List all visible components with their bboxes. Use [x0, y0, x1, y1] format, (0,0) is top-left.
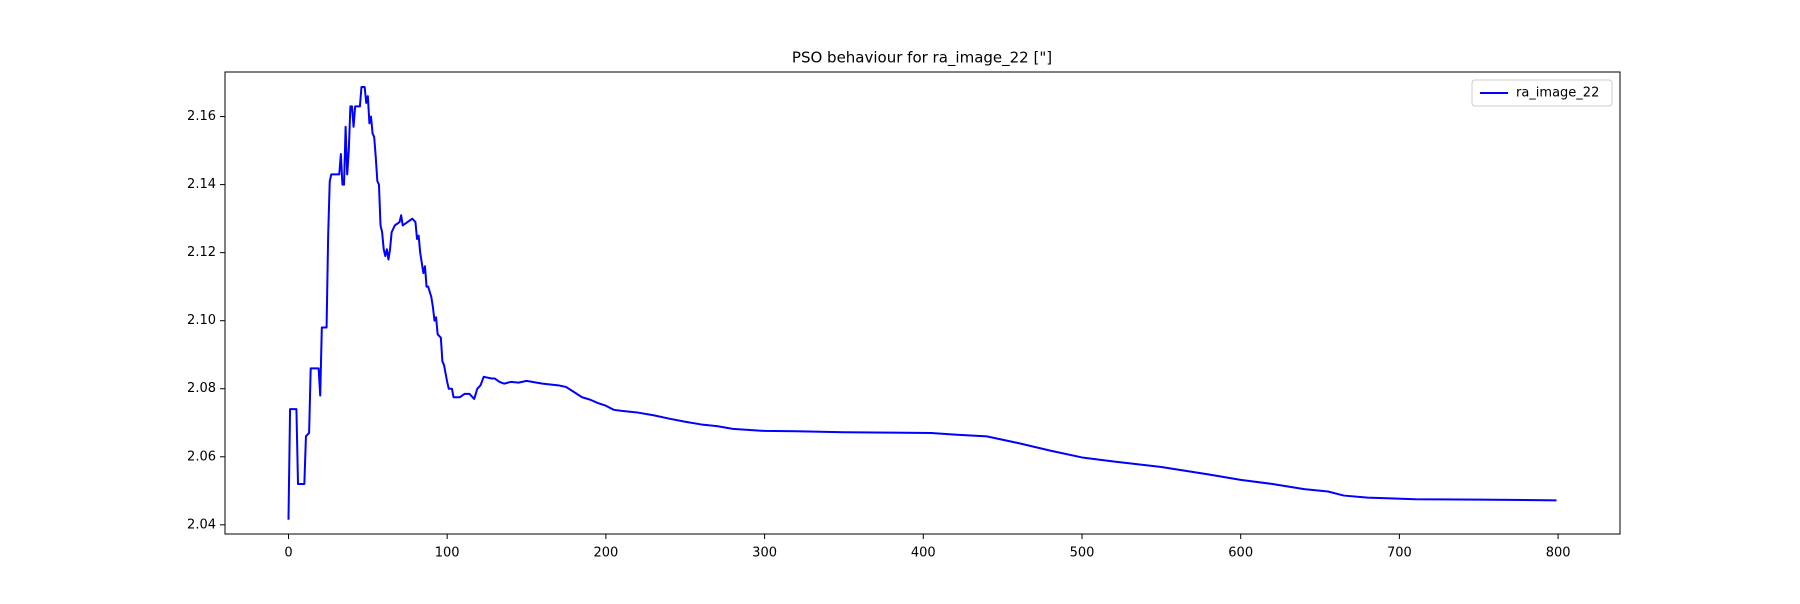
y-tick-label: 2.12	[187, 245, 216, 260]
x-tick-label: 700	[1387, 546, 1412, 561]
y-tick-label: 2.10	[187, 313, 216, 328]
x-tick-label: 500	[1070, 546, 1095, 561]
y-tick-label: 2.04	[187, 517, 216, 532]
legend-label: ra_image_22	[1516, 86, 1599, 101]
y-tick-label: 2.08	[187, 381, 216, 396]
x-tick-label: 0	[284, 546, 292, 561]
x-tick-label: 200	[593, 546, 618, 561]
x-tick-label: 300	[752, 546, 777, 561]
x-tick-label: 600	[1228, 546, 1253, 561]
plot-frame	[224, 71, 1621, 535]
x-tick-label: 400	[911, 546, 936, 561]
data-line	[287, 85, 1557, 520]
y-tick-label: 2.16	[187, 109, 216, 124]
legend-box	[1471, 79, 1613, 107]
x-tick-label: 800	[1546, 546, 1571, 561]
chart-title: PSO behaviour for ra_image_22 ["]	[792, 49, 1052, 68]
x-tick-label: 100	[435, 546, 460, 561]
y-tick-label: 2.14	[187, 177, 216, 192]
y-tick-label: 2.06	[187, 449, 216, 464]
